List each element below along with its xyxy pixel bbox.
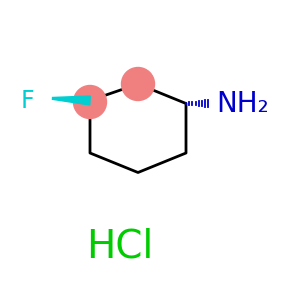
Text: HCl: HCl — [86, 227, 154, 265]
Polygon shape — [52, 96, 90, 105]
Circle shape — [74, 85, 106, 118]
Text: F: F — [21, 88, 34, 112]
Circle shape — [122, 68, 154, 100]
Text: NH₂: NH₂ — [216, 89, 269, 118]
